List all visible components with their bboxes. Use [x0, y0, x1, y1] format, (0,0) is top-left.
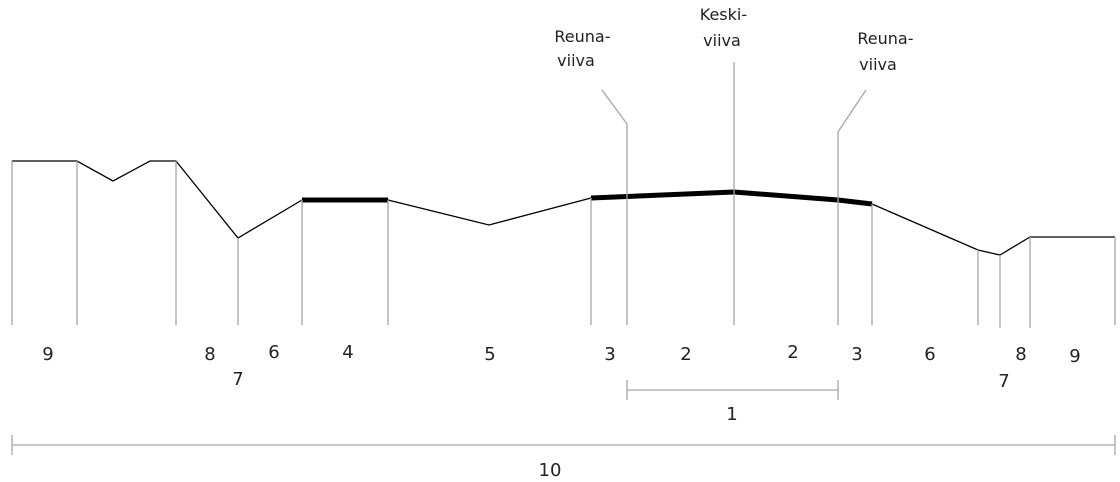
zone-label-3-left: 3	[604, 344, 615, 365]
leader-line-right	[837, 89, 867, 133]
zone-labels: 9 8 7 6 4 5 3 2 2 3 6 7 8 9	[42, 342, 1080, 392]
zone-label-5: 5	[484, 344, 495, 365]
zone-label-7-left: 7	[232, 369, 243, 390]
center-line-label: Keski- viiva	[700, 5, 752, 50]
edge-line-label-left: Reuna- viiva	[554, 27, 615, 70]
zone-label-6-left: 6	[268, 342, 279, 363]
profile-right-section	[871, 203, 1115, 256]
zone-label-4: 4	[342, 342, 353, 363]
zone-label-3-right: 3	[851, 344, 862, 365]
leader-line-left	[601, 89, 628, 125]
zone-label-9-right: 9	[1069, 346, 1080, 367]
dimension-label-10: 10	[539, 460, 562, 481]
profile-left-section	[12, 160, 303, 239]
zone-label-8-left: 8	[204, 344, 215, 365]
zone-label-2-right: 2	[787, 342, 798, 363]
dimension-label-1: 1	[726, 404, 737, 425]
pavement-carriageway	[590, 189, 873, 207]
terrain-profile	[12, 160, 1115, 256]
profile-middle-section	[387, 197, 592, 226]
edge-line-label-right: Reuna- viiva	[857, 29, 918, 74]
zone-label-9-left: 9	[42, 344, 53, 365]
pavement-layers	[302, 189, 873, 207]
zone-label-2-left: 2	[680, 344, 691, 365]
division-lines	[11, 62, 1116, 328]
zone-label-7-right: 7	[998, 371, 1009, 392]
dimension-total-width: 10	[11, 435, 1116, 481]
zone-label-6-right: 6	[924, 344, 935, 365]
line-annotations: Reuna- viiva Keski- viiva Reuna- viiva	[554, 5, 918, 74]
zone-label-8-right: 8	[1015, 344, 1026, 365]
dimension-carriageway: 1	[626, 380, 839, 425]
